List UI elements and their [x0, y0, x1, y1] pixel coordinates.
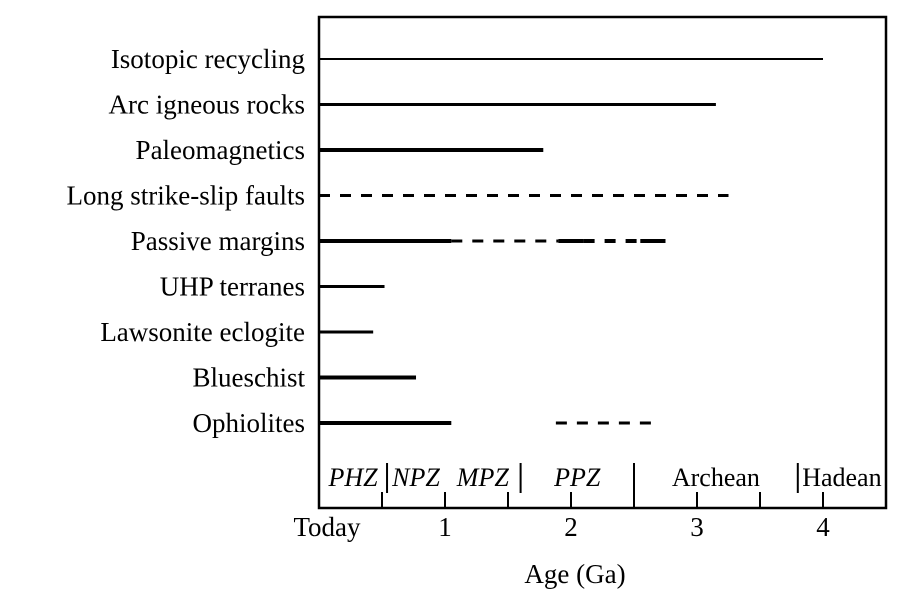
rows-layer: Isotopic recycling Arc igneous rocks Paleo… — [67, 44, 823, 438]
era-label: Hadean — [802, 463, 881, 492]
tick-label: Today — [293, 512, 361, 542]
timeline-row: Isotopic recycling — [111, 44, 823, 74]
timeline-row: Lawsonite eclogite — [100, 317, 374, 347]
timeline-row: Blueschist — [193, 363, 417, 393]
tick-label: 2 — [564, 512, 578, 542]
timeline-row: Arc igneous rocks — [109, 90, 716, 120]
x-axis-label: Age (Ga) — [524, 559, 625, 589]
chart-frame — [317, 15, 888, 510]
era-label: NPZ — [391, 463, 440, 492]
timeline-row: UHP terranes — [160, 272, 385, 302]
timeline-row: Long strike-slip faults — [67, 181, 729, 211]
row-label: Paleomagnetics — [136, 135, 305, 165]
era-label: MPZ — [456, 463, 510, 492]
row-label: Ophiolites — [193, 408, 306, 438]
tick-label: 3 — [690, 512, 704, 542]
tick-label: 1 — [438, 512, 452, 542]
timeline-row: Passive margins — [131, 226, 666, 256]
row-label: Long strike-slip faults — [67, 181, 305, 211]
row-label: Isotopic recycling — [111, 44, 305, 74]
row-label: Blueschist — [193, 363, 306, 393]
row-label: Passive margins — [131, 226, 305, 256]
timeline-row: Paleomagnetics — [136, 135, 544, 165]
era-label: PPZ — [553, 463, 601, 492]
x-axis: Today 1 2 3 4 — [293, 492, 887, 542]
timeline-row: Ophiolites — [193, 408, 653, 438]
row-label: UHP terranes — [160, 272, 305, 302]
row-label: Arc igneous rocks — [109, 90, 305, 120]
row-label: Lawsonite eclogite — [100, 317, 305, 347]
era-label: PHZ — [327, 463, 378, 492]
era-label: Archean — [672, 463, 760, 492]
era-band: PHZ NPZ MPZ PPZ Archean Hadean — [327, 463, 882, 493]
tick-label: 4 — [816, 512, 830, 542]
